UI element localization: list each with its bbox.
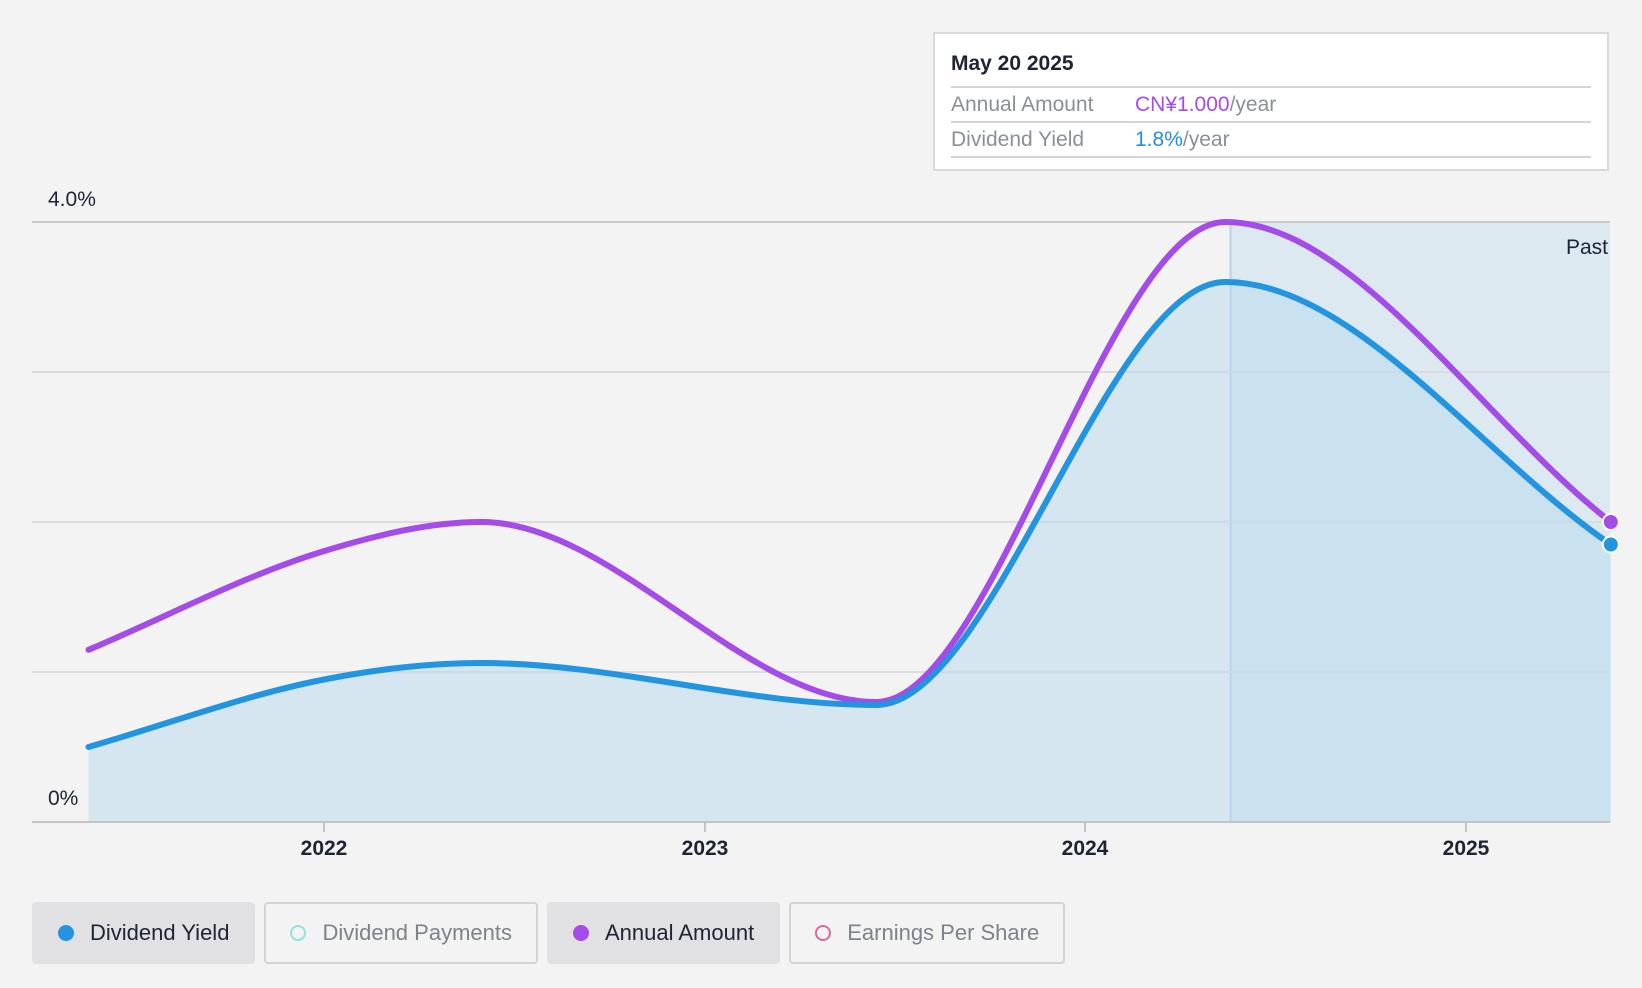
series-layer	[85, 218, 1620, 822]
annual-amount-line	[85, 218, 1614, 706]
gridlines	[32, 221, 1610, 673]
y-tick-label-zero: 0%	[48, 787, 78, 810]
legend-label-dividend-yield: Dividend Yield	[90, 920, 230, 945]
tooltip-annual-amount-label: Annual Amount	[951, 92, 1094, 116]
x-tick-label: 2022	[301, 837, 348, 860]
tooltip-date: May 20 2025	[951, 52, 1074, 75]
axis-layer: 4.0% 0% 2022 2023 2024 2025 Past	[32, 188, 1610, 860]
legend-label-dividend-payments: Dividend Payments	[322, 920, 512, 945]
legend-item-annual-amount[interactable]: Annual Amount	[546, 902, 781, 964]
tooltip-annual-amount-value: CN¥1.000	[1135, 92, 1230, 116]
legend-dot-icon	[290, 925, 307, 941]
tooltip: May 20 2025 Annual Amount CN¥1.000 /year…	[933, 32, 1609, 171]
legend-label-earnings-per-share: Earnings Per Share	[847, 920, 1040, 945]
legend: Dividend Yield Dividend Payments Annual …	[32, 902, 1066, 964]
dividend-yield-area	[88, 282, 1611, 822]
legend-dot-icon	[815, 925, 832, 941]
tooltip-row-dividend-yield: Dividend Yield 1.8% /year	[951, 121, 1591, 158]
x-tick-label: 2025	[1443, 837, 1490, 860]
legend-label-annual-amount: Annual Amount	[604, 920, 755, 945]
legend-dot-icon	[58, 925, 74, 941]
legend-item-earnings-per-share[interactable]: Earnings Per Share	[789, 902, 1066, 964]
tooltip-annual-amount-unit: /year	[1229, 92, 1277, 116]
legend-dot-icon	[572, 925, 589, 941]
legend-item-dividend-yield[interactable]: Dividend Yield	[32, 902, 256, 964]
y-tick-label-top: 4.0%	[48, 188, 96, 211]
tooltip-dividend-yield-value: 1.8%	[1135, 127, 1183, 151]
tooltip-dividend-yield-label: Dividend Yield	[951, 127, 1085, 151]
dividend-yield-end-point	[1601, 535, 1620, 554]
legend-item-dividend-payments[interactable]: Dividend Payments	[264, 902, 538, 964]
dividend-yield-line	[85, 278, 1614, 750]
x-tick-label: 2023	[682, 837, 729, 860]
tooltip-row-annual-amount: Annual Amount CN¥1.000 /year	[951, 86, 1591, 121]
x-tick-label: 2024	[1062, 837, 1109, 860]
tooltip-dividend-yield-unit: /year	[1182, 127, 1230, 151]
past-label: Past	[1566, 236, 1608, 259]
annual-amount-end-point	[1601, 513, 1620, 531]
